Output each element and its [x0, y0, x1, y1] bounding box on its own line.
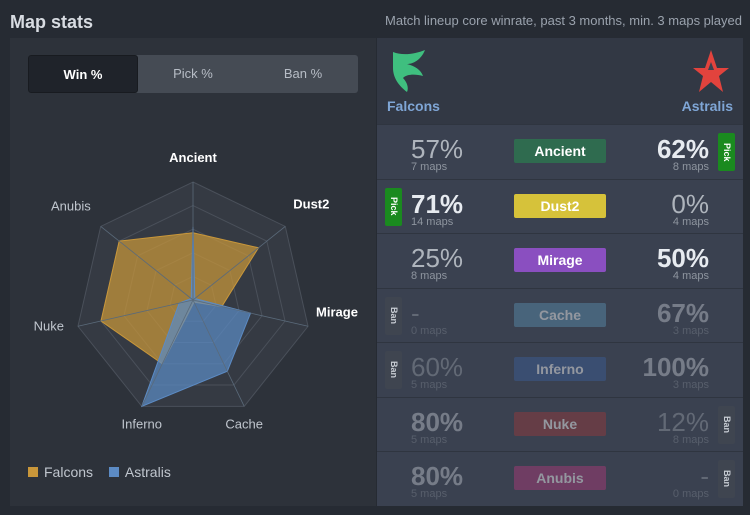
map-row[interactable]: 60% 5 maps Inferno 100% 3 maps Ban	[377, 342, 743, 396]
tab-pick-pct[interactable]: Pick %	[173, 66, 213, 81]
map-row[interactable]: 25% 8 maps Mirage 50% 4 maps	[377, 233, 743, 287]
radar-axis-label: Ancient	[169, 150, 217, 165]
astralis-winrate: -	[700, 461, 709, 491]
astralis-winrate: 0%	[671, 188, 709, 219]
team-name-astralis[interactable]: Astralis	[681, 98, 733, 114]
falcons-map-count: 5 maps	[411, 433, 448, 446]
radar-chart: Ancient Dust2 Mirage Cache Inferno Nuke Anubis	[34, 150, 358, 431]
legend-swatch	[28, 467, 38, 477]
falcons-winrate: -	[411, 297, 420, 328]
legend-label: Falcons	[44, 464, 94, 480]
stat-tabs: Win % Pick % Ban %	[28, 55, 358, 93]
map-name-badge: Cache	[514, 302, 606, 327]
ban-tag: Ban	[385, 351, 402, 389]
falcons-map-count: 8 maps	[411, 270, 448, 282]
falcons-winrate: 25%	[411, 243, 464, 273]
radar-axis-line	[192, 299, 309, 327]
team-name-falcons[interactable]: Falcons	[387, 98, 440, 114]
falcons-map-count: 14 maps	[411, 215, 454, 228]
falcons-winrate: 60%	[411, 352, 464, 382]
falcons-winrate: 71%	[411, 188, 464, 219]
falcons-map-count: 5 maps	[411, 379, 448, 391]
radar-series-astralis[interactable]	[140, 226, 252, 408]
ban-tag: Ban	[718, 460, 735, 498]
falcons-winrate: 80%	[411, 461, 464, 491]
astralis-winrate: 67%	[656, 297, 709, 328]
astralis-map-count: 4 maps	[672, 270, 709, 282]
astralis-logo-icon	[693, 50, 729, 92]
radar-axis-label: Mirage	[316, 304, 358, 319]
pick-tag: Pick	[385, 187, 402, 226]
astralis-winrate: 12%	[656, 406, 709, 437]
map-name-badge: Inferno	[514, 357, 606, 381]
falcons-map-count: 0 maps	[411, 324, 448, 337]
radar-axis-label: Nuke	[34, 318, 64, 333]
radar-axis-line	[77, 299, 194, 327]
map-name-badge: Mirage	[514, 248, 606, 272]
radar-axis-label: Cache	[225, 416, 263, 431]
radar-axis-line	[100, 226, 194, 301]
teams-header: Falcons Astralis	[377, 38, 743, 124]
astralis-map-count: 3 maps	[672, 324, 709, 337]
falcons-map-count: 7 maps	[411, 161, 448, 173]
map-row[interactable]: 57% 7 maps Ancient 62% 8 maps Pick	[377, 124, 743, 178]
legend-swatch	[108, 467, 119, 477]
map-row[interactable]: 71% 14 maps Dust2 0% 4 maps Pick	[377, 178, 743, 233]
astralis-map-count: 3 maps	[672, 379, 709, 391]
falcons-logo-icon	[393, 50, 425, 92]
ban-tag: Ban	[385, 296, 402, 335]
tab-ban-pct[interactable]: Ban %	[283, 66, 323, 81]
tab-win-pct[interactable]: Win %	[28, 55, 138, 93]
map-name-badge: Nuke	[514, 411, 606, 436]
page-header: Map stats Match lineup core winrate, pas…	[0, 0, 750, 38]
astralis-map-count: 8 maps	[672, 433, 709, 446]
radar-axis-line	[141, 299, 194, 407]
astralis-winrate: 100%	[642, 352, 710, 382]
map-row[interactable]: 80% 5 maps Nuke 12% 8 maps Ban	[377, 396, 743, 451]
map-row[interactable]: -0 maps Cache 67% 3 maps Ban	[377, 287, 743, 342]
astralis-map-count: 4 maps	[672, 215, 709, 228]
map-row[interactable]: 80% 5 maps Anubis -0 maps Ban	[377, 451, 743, 505]
page-subtitle: Match lineup core winrate, past 3 months…	[385, 13, 742, 28]
legend-label: Astralis	[124, 464, 171, 480]
astralis-map-count: 8 maps	[672, 161, 709, 173]
map-name-badge: Anubis	[514, 466, 606, 490]
radar-axis-label: Inferno	[122, 416, 162, 431]
radar-axis-label: Anubis	[51, 198, 91, 213]
radar-panel: Win % Pick % Ban % Ancient Dust2 Mirage Cac…	[10, 38, 376, 506]
legend-item-falcons[interactable]: Falcons	[28, 464, 93, 480]
pick-tag: Pick	[718, 133, 735, 171]
radar-axis-line	[192, 299, 245, 407]
falcons-winrate: 57%	[411, 134, 464, 164]
map-name-badge: Ancient	[514, 139, 606, 163]
map-table-panel: Falcons Astralis 57% 7 maps Ancient 62% 8 ma…	[377, 38, 743, 506]
astralis-winrate: 50%	[656, 243, 709, 273]
page-title: Map stats	[10, 12, 94, 32]
falcons-winrate: 80%	[411, 406, 464, 437]
radar-axis-line	[192, 226, 286, 301]
astralis-winrate: 62%	[656, 134, 709, 164]
legend-item-astralis[interactable]: Astralis	[108, 464, 171, 480]
map-name-badge: Dust2	[514, 193, 606, 218]
falcons-map-count: 5 maps	[411, 488, 448, 500]
radar-axis-label: Dust2	[293, 196, 329, 211]
ban-tag: Ban	[718, 405, 735, 444]
astralis-map-count: 0 maps	[672, 488, 709, 500]
chart-legend: Falcons Astralis	[28, 464, 183, 480]
